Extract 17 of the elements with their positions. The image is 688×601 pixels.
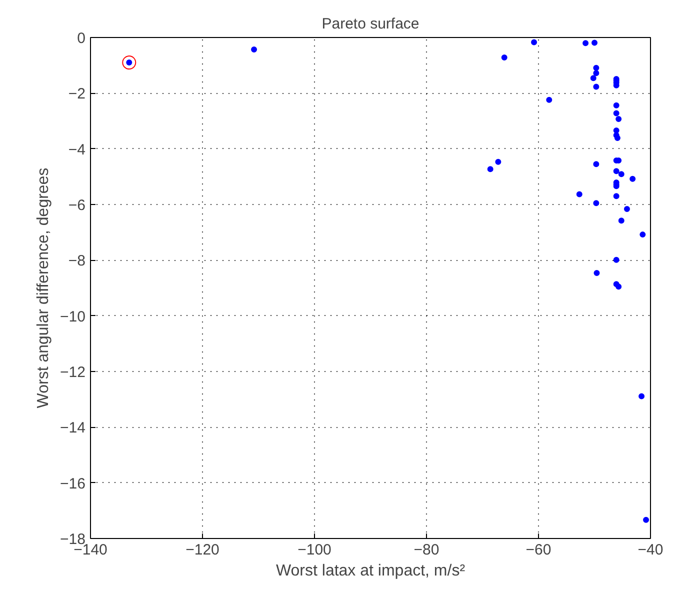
y-tick-label: −8 xyxy=(68,252,86,270)
y-tick-label: 0 xyxy=(77,30,86,47)
chart-title: Pareto surface xyxy=(322,16,420,32)
x-axis-title: Worst latax at impact, m/s² xyxy=(276,562,466,580)
y-tick-label: −6 xyxy=(68,197,86,214)
y-tick-label: −16 xyxy=(60,475,86,492)
y-axis-title: Worst angular difference, degrees xyxy=(35,168,52,408)
y-tick-label: −10 xyxy=(60,308,86,326)
x-tick-label: −60 xyxy=(526,542,552,558)
x-tick-label: −40 xyxy=(638,542,664,558)
y-tick-label: −4 xyxy=(68,141,86,158)
y-tick-label: −14 xyxy=(60,420,86,437)
y-tick-label: −12 xyxy=(60,364,86,381)
x-tick-label: −100 xyxy=(298,542,332,558)
y-tick-label: −2 xyxy=(68,86,86,103)
x-tick-label: −120 xyxy=(186,542,220,558)
x-tick-label: −80 xyxy=(414,542,440,558)
